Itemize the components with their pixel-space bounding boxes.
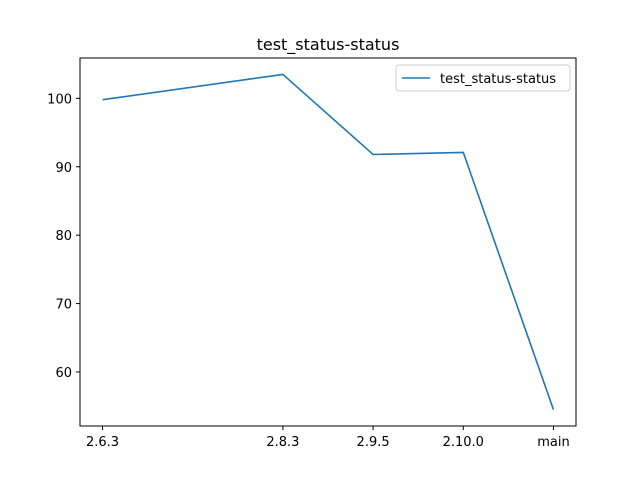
- y-tick-label-80: 80: [55, 229, 72, 244]
- x-tick-label-2.10.0: 2.10.0: [443, 435, 484, 450]
- axes-frame: [79, 57, 577, 427]
- x-tick-label-2.8.3: 2.8.3: [266, 435, 299, 450]
- legend-box: [395, 64, 571, 92]
- chart-title: test_status-status: [257, 35, 400, 55]
- y-tick-label-70: 70: [55, 298, 72, 313]
- x-tick-label-main: main: [537, 435, 569, 450]
- y-tick-label-60: 60: [55, 366, 72, 381]
- x-tick-label-2.9.5: 2.9.5: [357, 435, 390, 450]
- plot-area: 60 70 80 90 100 2.6.3 2.8.3 2.9.5 2.10.0 main test…: [47, 57, 577, 450]
- y-tick-label-90: 90: [55, 161, 72, 176]
- legend-label-0: test_status-status: [440, 72, 556, 87]
- y-tick-label-100: 100: [47, 92, 72, 107]
- series-line-0: [102, 73, 555, 410]
- x-tick-label-2.6.3: 2.6.3: [86, 435, 119, 450]
